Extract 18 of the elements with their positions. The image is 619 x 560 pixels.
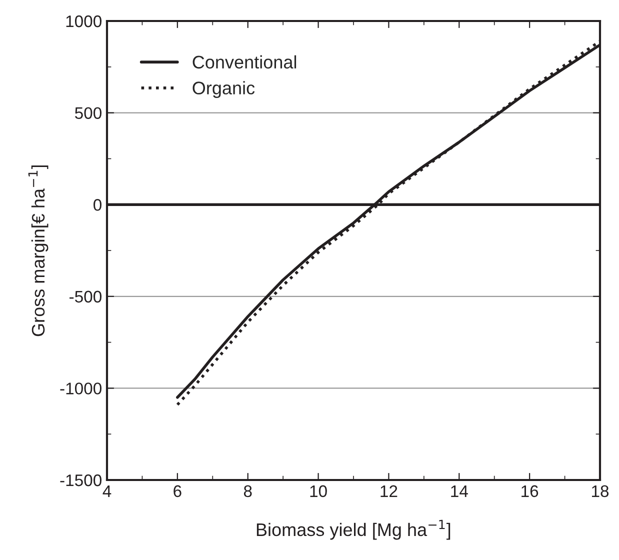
y-tick-label: 500 [75,107,102,120]
x-tick-label: 4 [102,485,112,497]
y-tick-label: -1500 [60,474,102,486]
x-tick-label: 16 [522,485,538,498]
y-tick-label: 0 [94,199,102,211]
x-tick-label: 12 [380,485,398,497]
y-tick-label: 1000 [66,15,102,28]
x-tick-label: 6 [174,485,182,498]
x-tick-label: 10 [310,485,327,498]
y-tick-label: -500 [70,290,102,303]
x-tick-label: 8 [244,485,252,498]
legend-label: Conventional [192,55,296,69]
y-tick-label: -1000 [60,382,102,394]
x-tick-label: 14 [451,485,468,497]
x-axis-title: Biomass yield [Mg ha$^{−1}$] [256,520,450,540]
x-tick-label: 18 [592,485,609,498]
y-axis-title: Gross margin[€ ha$^{−1}$] [28,165,48,336]
legend-label: Organic [192,81,255,98]
